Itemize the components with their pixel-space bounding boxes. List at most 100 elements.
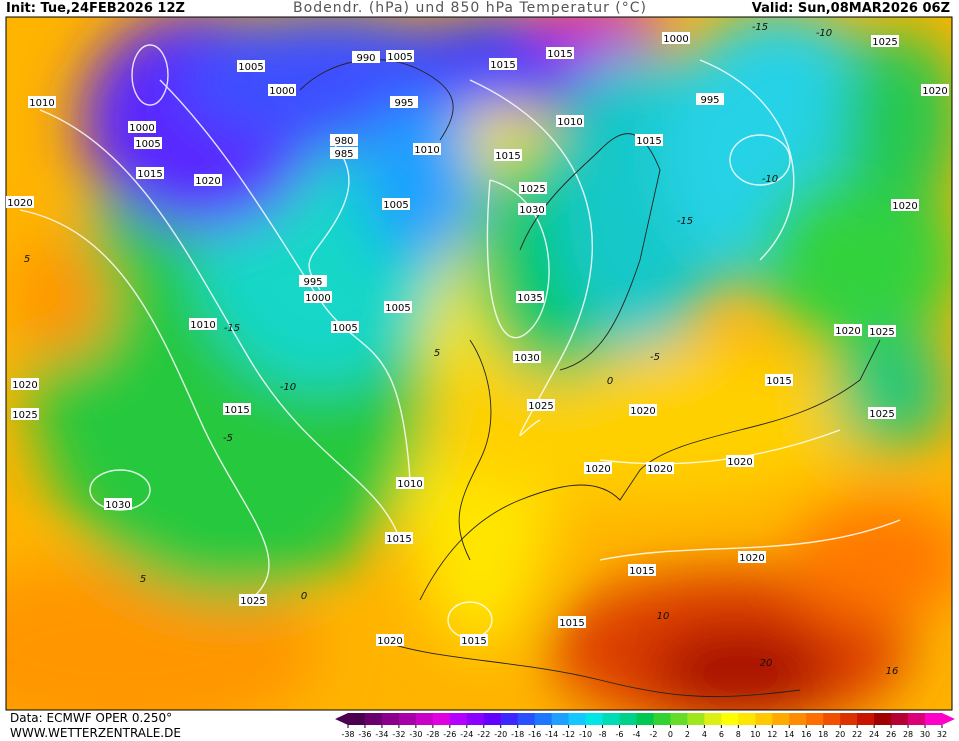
temperature-label: -15 — [752, 22, 768, 33]
isobar-label: 1010 — [397, 479, 422, 490]
isobar-label-box — [868, 407, 896, 419]
colorbar-segment — [653, 713, 671, 725]
colorbar-label: -32 — [392, 730, 405, 739]
isobar-label: 1015 — [636, 136, 661, 147]
isobar-label: 1020 — [739, 553, 764, 564]
isobar-label-box — [189, 318, 217, 330]
isobar-label: 1020 — [892, 201, 917, 212]
isobar-label: 980 — [334, 136, 353, 147]
isobar-label-box — [268, 84, 296, 96]
colorbar-segment — [891, 713, 909, 725]
isobar-label: 990 — [356, 53, 375, 64]
isobar-label: 1000 — [663, 34, 688, 45]
isobar-label: 1020 — [12, 380, 37, 391]
colorbar-label: -14 — [545, 730, 558, 739]
colorbar-segment — [721, 713, 739, 725]
isobar-label: 1015 — [461, 636, 486, 647]
isobar-label-box — [494, 149, 522, 161]
isobar-label: 1025 — [12, 410, 37, 421]
colorbar-segment — [857, 713, 875, 725]
colorbar-label: 30 — [920, 730, 930, 739]
isobar-label: 1025 — [869, 327, 894, 338]
colorbar-label: -30 — [409, 730, 422, 739]
isobar-label: 1010 — [414, 145, 439, 156]
isobar-label: 1025 — [520, 184, 545, 195]
colorbar-segment — [908, 713, 926, 725]
isobar-label: 1020 — [195, 176, 220, 187]
isobar-label: 1015 — [766, 376, 791, 387]
colorbar-label: -24 — [460, 730, 473, 739]
colorbar-label: -26 — [443, 730, 456, 739]
isobar-label: 1005 — [385, 303, 410, 314]
colorbar-segment — [568, 713, 587, 725]
colorbar-label: -4 — [633, 730, 641, 739]
isobar-label-box — [628, 564, 656, 576]
colorbar-label: 28 — [903, 730, 913, 739]
colorbar-segment — [449, 713, 468, 725]
colorbar-segment — [755, 713, 773, 725]
isobar-label-box — [891, 199, 919, 211]
colorbar-segment — [772, 713, 790, 725]
colorbar-segment — [925, 713, 943, 725]
colorbar-label: 18 — [818, 730, 828, 739]
temperature-label: 5 — [24, 254, 30, 265]
colorbar-segment — [483, 713, 502, 725]
temperature-label: -10 — [762, 174, 778, 185]
isobar-label: 1015 — [559, 618, 584, 629]
colorbar-segment — [789, 713, 807, 725]
colorbar-label: 20 — [835, 730, 845, 739]
isobar-label-box — [516, 291, 544, 303]
colorbar-segment — [551, 713, 570, 725]
colorbar-label: -12 — [562, 730, 575, 739]
isobar-label-box — [546, 47, 574, 59]
colorbar-label: -36 — [358, 730, 371, 739]
colorbar-segment — [636, 713, 654, 725]
colorbar-label: 0 — [668, 730, 673, 739]
colorbar-segment — [466, 713, 485, 725]
isobar-label-box — [299, 275, 327, 287]
isobar-label: 1020 — [647, 464, 672, 475]
colorbar-segment — [874, 713, 892, 725]
colorbar-label: -6 — [616, 730, 624, 739]
isobar-label-box — [584, 462, 612, 474]
colorbar-segment — [806, 713, 824, 725]
isobar-label: 1015 — [137, 169, 162, 180]
temperature-label: 0 — [301, 591, 307, 602]
isobar-label: 995 — [700, 95, 719, 106]
isobar-label-box — [726, 455, 754, 467]
temperature-label: 5 — [434, 348, 440, 359]
isobar-label: 1020 — [7, 198, 32, 209]
isobar-label: 1025 — [240, 596, 265, 607]
temperature-label: -15 — [224, 323, 240, 334]
colorbar-segment — [534, 713, 553, 725]
isobar-label-box — [527, 399, 555, 411]
isobar-label: 1005 — [387, 52, 412, 63]
isobar-label: 1005 — [383, 200, 408, 211]
data-source: Data: ECMWF OPER 0.250° — [10, 711, 172, 725]
colorbar-segment — [704, 713, 722, 725]
isobar-label-box — [558, 616, 586, 628]
isobar-label: 1020 — [585, 464, 610, 475]
isobar-label-box — [921, 84, 949, 96]
isobar-label: 1015 — [495, 151, 520, 162]
isobar-label: 1010 — [190, 320, 215, 331]
isobar-label: 1025 — [869, 409, 894, 420]
isobar-label-box — [834, 324, 862, 336]
colorbar-label: -16 — [528, 730, 541, 739]
isobar-label: 1025 — [872, 37, 897, 48]
colorbar-label: 22 — [852, 730, 862, 739]
colorbar-label: 8 — [736, 730, 741, 739]
isobar-label: 1015 — [224, 405, 249, 416]
colorbar-label: -10 — [579, 730, 592, 739]
colorbar-label: -20 — [494, 730, 507, 739]
isobar-label-box — [629, 404, 657, 416]
temperature-label: -10 — [816, 28, 832, 39]
isobar-label: 1035 — [517, 293, 542, 304]
colorbar-label: -8 — [599, 730, 607, 739]
colorbar-segment — [517, 713, 536, 725]
colorbar-label: -28 — [426, 730, 439, 739]
isobar-label: 1015 — [547, 49, 572, 60]
isobar-label-box — [384, 301, 412, 313]
